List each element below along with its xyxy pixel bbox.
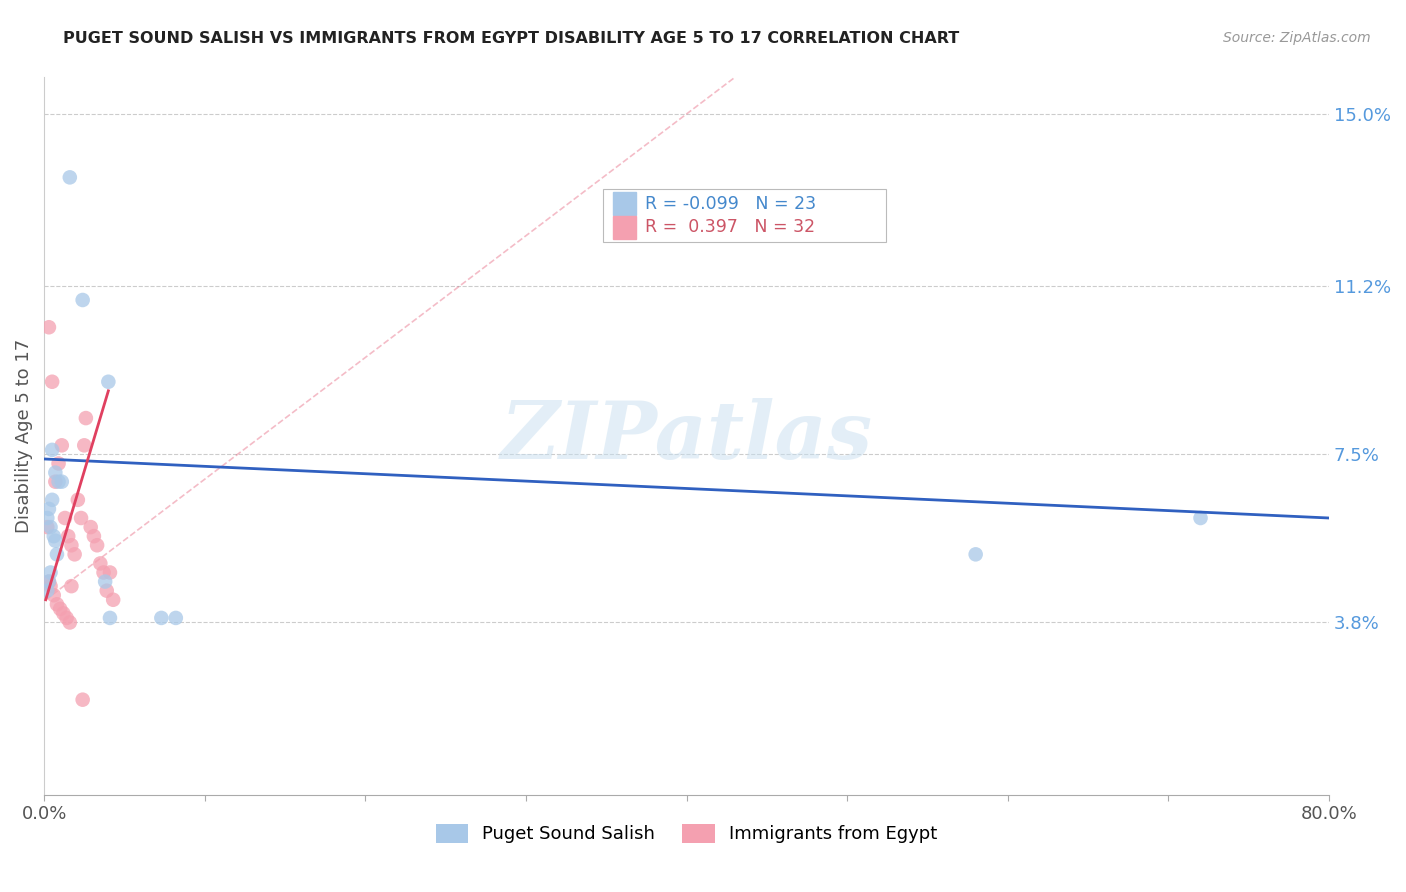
Text: R =  0.397   N = 32: R = 0.397 N = 32 (645, 219, 815, 236)
Point (89, 557, 111, 571)
Point (49, 602, 72, 616)
Point (66, 492, 89, 507)
Point (55, 611, 77, 625)
Point (98, 566, 121, 580)
Text: R = -0.099   N = 23: R = -0.099 N = 23 (645, 194, 817, 212)
Point (98, 611, 121, 625)
Point (41, 375, 63, 389)
Text: PUGET SOUND SALISH VS IMMIGRANTS FROM EGYPT DISABILITY AGE 5 TO 17 CORRELATION C: PUGET SOUND SALISH VS IMMIGRANTS FROM EG… (63, 31, 959, 46)
Point (44, 533, 66, 548)
Point (59, 615, 82, 630)
Point (101, 592, 124, 607)
Point (46, 547, 69, 561)
Point (165, 611, 187, 625)
Point (46, 597, 69, 611)
Point (97, 375, 120, 389)
Point (70, 511, 93, 525)
Point (53, 511, 76, 525)
Point (44, 475, 66, 489)
Point (38, 320, 60, 334)
Y-axis label: Disability Age 5 to 17: Disability Age 5 to 17 (15, 339, 32, 533)
Point (58, 529, 80, 543)
Point (80, 520, 103, 534)
Point (83, 529, 105, 543)
Point (41, 492, 63, 507)
Legend: Puget Sound Salish, Immigrants from Egypt: Puget Sound Salish, Immigrants from Egyp… (429, 817, 945, 851)
Point (72, 692, 94, 706)
Point (51, 438, 73, 452)
Point (150, 611, 173, 625)
Point (59, 170, 82, 185)
Point (75, 411, 97, 425)
Point (94, 574, 117, 589)
Point (86, 538, 108, 552)
Point (96, 583, 118, 598)
Point (42, 529, 65, 543)
Point (51, 475, 73, 489)
Point (1189, 511, 1212, 525)
Text: ZIPatlas: ZIPatlas (501, 398, 873, 475)
Point (38, 574, 60, 589)
Point (965, 547, 987, 561)
Point (37, 520, 59, 534)
Point (60, 579, 83, 593)
Point (39, 579, 62, 593)
Point (37, 511, 59, 525)
Point (63, 547, 86, 561)
Text: Source: ZipAtlas.com: Source: ZipAtlas.com (1223, 31, 1371, 45)
Point (52, 607, 75, 621)
Point (42, 588, 65, 602)
Point (44, 466, 66, 480)
Point (60, 538, 83, 552)
Point (93, 566, 115, 580)
Point (37, 583, 59, 598)
Point (48, 475, 70, 489)
Point (39, 566, 62, 580)
Point (72, 293, 94, 307)
Point (48, 457, 70, 471)
Point (38, 574, 60, 589)
Point (39, 520, 62, 534)
Point (41, 442, 63, 457)
Point (73, 438, 96, 452)
Point (38, 502, 60, 516)
